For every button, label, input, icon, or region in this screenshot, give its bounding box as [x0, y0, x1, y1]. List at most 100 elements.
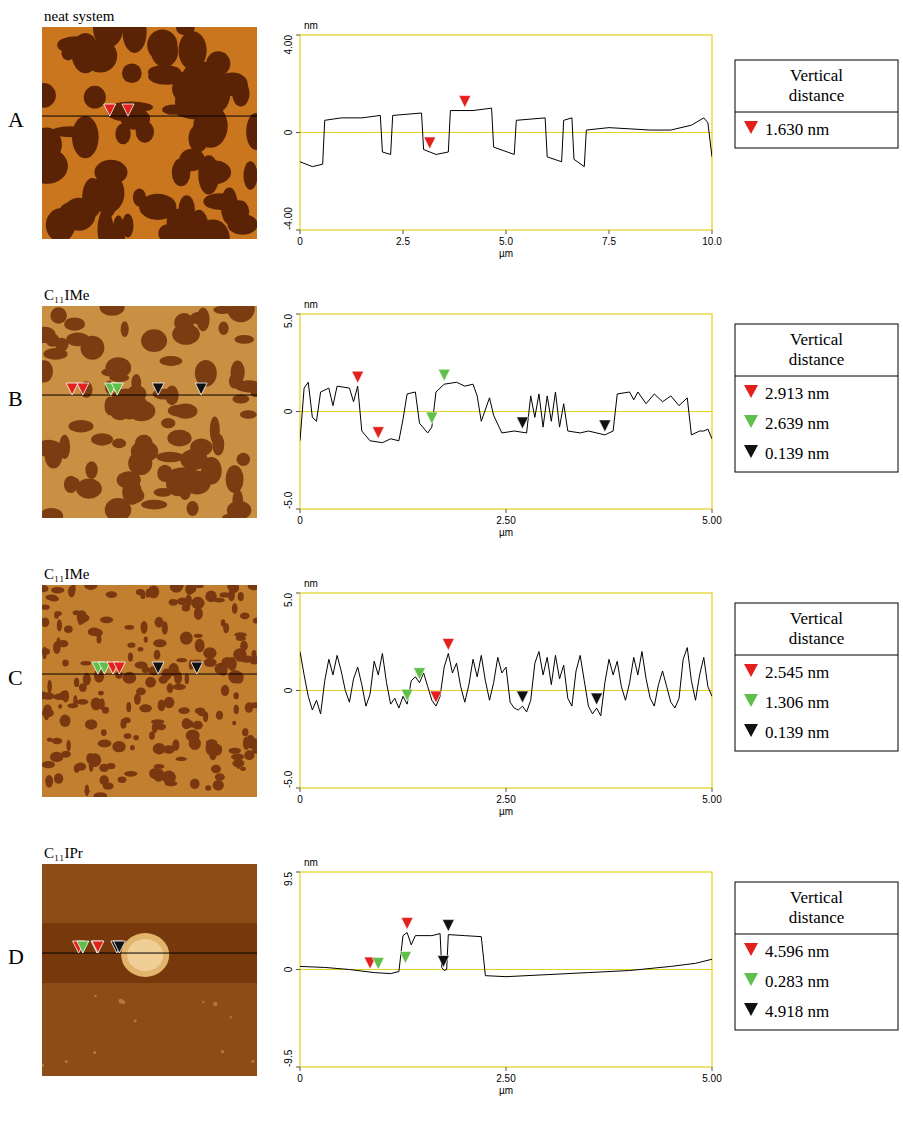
afm-texture	[221, 1050, 224, 1053]
afm-texture	[232, 490, 243, 511]
afm-texture	[211, 765, 221, 774]
afm-texture	[197, 308, 210, 332]
afm-texture	[205, 785, 211, 790]
afm-texture	[229, 748, 241, 754]
afm-texture	[229, 374, 241, 389]
afm-texture	[98, 740, 112, 748]
y-tick	[296, 411, 300, 412]
afm-image	[42, 585, 257, 797]
afm-texture	[240, 641, 248, 651]
afm-texture	[172, 684, 185, 690]
afm-texture	[172, 585, 184, 589]
afm-texture	[213, 780, 224, 791]
afm-texture	[251, 1060, 254, 1063]
afm-texture	[74, 764, 80, 772]
afm-texture	[148, 585, 159, 598]
afm-texture	[42, 148, 68, 183]
plot-area	[300, 638, 712, 715]
afm-texture	[180, 632, 193, 645]
afm-texture	[125, 674, 136, 683]
afm-texture	[160, 356, 183, 366]
afm-texture	[238, 592, 244, 601]
afm-texture	[136, 589, 145, 595]
profile-marker	[426, 412, 438, 424]
afm-texture	[174, 313, 194, 332]
afm-texture	[60, 715, 71, 727]
afm-texture	[167, 683, 174, 693]
afm-texture	[83, 673, 91, 686]
x-tick-label: 7.5	[602, 236, 616, 247]
x-tick-label: 2.50	[496, 794, 516, 805]
image-marker	[66, 383, 78, 395]
image-marker	[152, 662, 164, 674]
afm-texture	[131, 374, 141, 392]
afm-texture	[50, 752, 64, 762]
table-header-line: distance	[789, 350, 845, 369]
image-marker	[191, 662, 203, 674]
afm-texture	[42, 692, 54, 700]
afm-texture	[118, 776, 127, 782]
afm-texture	[64, 317, 85, 330]
profile-marker	[401, 689, 413, 701]
row-marker	[744, 694, 758, 707]
afm-texture	[42, 1064, 44, 1067]
afm-texture	[106, 591, 118, 598]
afm-texture	[98, 691, 104, 696]
afm-texture	[136, 121, 154, 143]
afm-texture	[221, 657, 233, 668]
panel-row: Aneat system-4.0004.00nm02.55.07.510.0µm…	[8, 8, 898, 259]
afm-texture	[182, 605, 190, 612]
scan-line	[42, 953, 257, 954]
afm-texture	[232, 394, 249, 403]
afm-texture	[47, 738, 53, 742]
afm-texture	[222, 513, 245, 518]
afm-texture	[193, 104, 227, 148]
row-marker	[744, 664, 758, 677]
afm-texture	[139, 704, 152, 712]
afm-texture	[72, 116, 99, 158]
table-divider	[735, 934, 898, 935]
afm-texture	[168, 405, 188, 417]
afm-texture	[42, 605, 50, 610]
y-tick	[296, 788, 300, 789]
table-frame	[735, 60, 898, 148]
afm-texture	[195, 360, 217, 387]
plot-frame	[300, 35, 712, 230]
distance-table: Verticaldistance2.913 nm2.639 nm0.139 nm	[735, 324, 898, 472]
afm-texture	[212, 434, 224, 456]
afm-texture	[108, 508, 117, 518]
panel-letter: D	[8, 944, 24, 969]
afm-texture	[218, 321, 228, 335]
afm-texture	[73, 695, 77, 707]
image-title: C₁₁IMe	[44, 287, 90, 303]
afm-texture	[121, 1000, 125, 1004]
row-marker	[744, 415, 758, 428]
afm-texture	[76, 699, 88, 705]
afm-texture	[209, 747, 217, 760]
afm-texture	[195, 639, 205, 653]
afm-texture	[54, 773, 63, 784]
afm-texture	[44, 710, 49, 721]
afm-texture	[138, 647, 144, 651]
afm-texture	[153, 768, 165, 781]
afm-texture	[154, 650, 161, 660]
image-title: C₁₁IPr	[44, 845, 83, 861]
profile-marker	[459, 96, 471, 108]
afm-texture	[198, 711, 205, 716]
afm-texture	[69, 420, 94, 433]
afm-texture	[204, 658, 217, 667]
row-value: 0.139 nm	[765, 444, 829, 463]
afm-texture	[57, 619, 62, 631]
x-tick-label: 0	[297, 794, 303, 805]
afm-texture	[153, 639, 167, 647]
x-tick	[506, 230, 507, 234]
y-tick-label: 0	[283, 687, 294, 693]
afm-texture	[134, 1020, 137, 1023]
afm-texture	[42, 508, 63, 518]
afm-texture	[248, 585, 257, 590]
afm-texture	[42, 761, 55, 768]
image-title: neat system	[44, 8, 115, 24]
afm-texture	[233, 692, 238, 699]
afm-texture	[194, 634, 203, 638]
afm-texture	[112, 438, 126, 448]
